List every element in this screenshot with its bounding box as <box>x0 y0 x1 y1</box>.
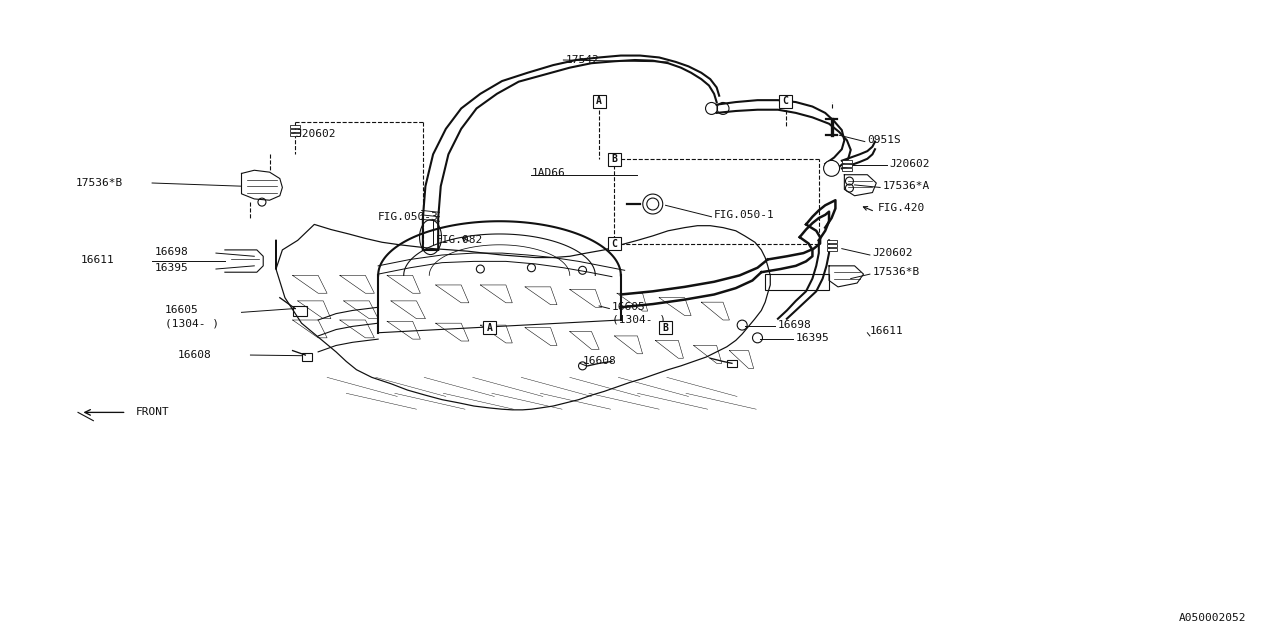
Bar <box>483 321 495 334</box>
Text: 1AD66: 1AD66 <box>531 168 566 179</box>
Bar <box>608 237 621 250</box>
Text: C: C <box>612 239 617 248</box>
Text: 16698: 16698 <box>778 320 812 330</box>
Text: FIG.050-1: FIG.050-1 <box>714 210 774 220</box>
Text: 16611: 16611 <box>870 326 904 337</box>
Text: A: A <box>486 323 493 333</box>
Bar <box>827 239 837 243</box>
Text: C: C <box>782 97 788 106</box>
Text: 17536*A: 17536*A <box>883 181 931 191</box>
Text: 17536*B: 17536*B <box>873 268 920 277</box>
Text: 16611: 16611 <box>81 255 114 265</box>
Text: FIG.050-3: FIG.050-3 <box>378 212 439 222</box>
Bar <box>659 321 672 334</box>
Circle shape <box>823 161 840 176</box>
Text: 17542: 17542 <box>566 55 599 65</box>
Bar <box>827 244 837 246</box>
Text: J20602: J20602 <box>296 129 335 139</box>
Bar <box>842 160 852 163</box>
Bar <box>293 306 307 316</box>
Bar <box>302 353 311 361</box>
Text: 16395: 16395 <box>155 263 188 273</box>
Text: FRONT: FRONT <box>136 408 169 417</box>
Text: 16605: 16605 <box>165 305 198 316</box>
Bar <box>842 164 852 167</box>
Bar <box>291 125 300 128</box>
Text: FIG.420: FIG.420 <box>878 204 925 214</box>
Text: 17536*B: 17536*B <box>76 178 123 188</box>
Bar <box>291 133 300 136</box>
Bar <box>765 274 829 290</box>
Text: B: B <box>612 154 617 164</box>
Text: A050002052: A050002052 <box>1179 613 1247 623</box>
Text: 16698: 16698 <box>155 247 188 257</box>
Text: 0951S: 0951S <box>868 135 901 145</box>
Bar <box>780 95 792 108</box>
Bar <box>727 360 737 367</box>
Text: A: A <box>596 97 602 106</box>
Text: FIG.082: FIG.082 <box>435 236 483 245</box>
Text: 16395: 16395 <box>796 333 829 343</box>
Text: J20602: J20602 <box>890 159 929 169</box>
Text: 16608: 16608 <box>582 356 616 367</box>
Bar <box>842 168 852 171</box>
Bar <box>291 129 300 132</box>
Text: J20602: J20602 <box>873 248 913 258</box>
Bar <box>827 248 837 250</box>
Circle shape <box>643 194 663 214</box>
Bar <box>608 153 621 166</box>
Text: B: B <box>663 323 668 333</box>
Text: 16605: 16605 <box>612 302 645 312</box>
Bar <box>593 95 605 108</box>
Text: 16608: 16608 <box>178 350 211 360</box>
Text: (1304- ): (1304- ) <box>165 318 219 328</box>
Text: (1304- ): (1304- ) <box>612 315 666 325</box>
